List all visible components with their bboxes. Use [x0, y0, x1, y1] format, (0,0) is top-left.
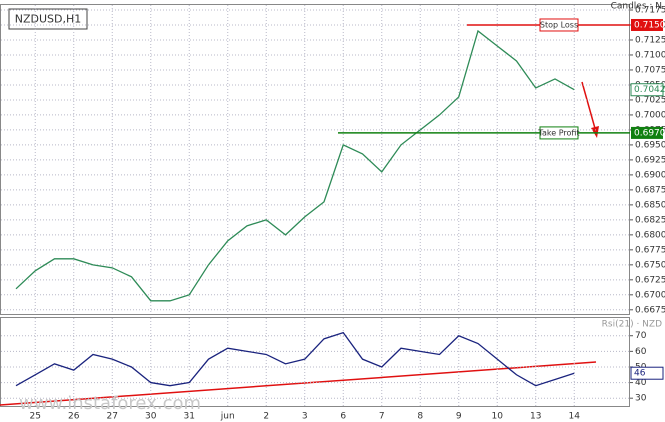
- level-name: Stop Loss: [540, 20, 578, 29]
- y-tick-label: 0.6775: [635, 245, 665, 255]
- x-tick-label: 14: [569, 412, 581, 422]
- level-tag: [539, 126, 579, 140]
- last-value-label: 0.7042: [634, 85, 665, 95]
- level-value-label: 0.6970: [634, 128, 665, 138]
- y-tick-label: 0.6950: [635, 140, 665, 150]
- x-tick-label: 25: [30, 412, 41, 422]
- x-tick-label: 30: [145, 412, 157, 422]
- y-tick-label: 60: [635, 347, 647, 357]
- y-tick-label: 0.6675: [635, 305, 665, 315]
- series-line: [15, 331, 575, 387]
- y-tick-label: 0.7100: [635, 50, 665, 60]
- last-value-box: [630, 83, 664, 97]
- y-tick-label: 0.7000: [635, 110, 665, 120]
- arrow-head: [591, 126, 599, 138]
- x-tick-label: 3: [302, 412, 308, 422]
- x-tick-label: 13: [530, 412, 541, 422]
- y-tick-label: 0.7125: [635, 35, 665, 45]
- x-tick-label: 26: [68, 412, 80, 422]
- x-tick-label: 6: [340, 412, 346, 422]
- y-tick-label: 0.6750: [635, 260, 665, 270]
- y-tick-label: 0.6725: [635, 275, 665, 285]
- y-tick-label: 0.6825: [635, 215, 665, 225]
- y-tick-label: 0.7175: [635, 5, 665, 15]
- x-tick-label: 10: [492, 412, 504, 422]
- level-value-label: 0.7150: [634, 20, 665, 30]
- rsi-title: Rsi(21) · NZD: [602, 320, 662, 330]
- y-tick-label: 0.6925: [635, 155, 665, 165]
- y-tick-label: 0.6900: [635, 170, 665, 180]
- rsi-panel: [0, 317, 630, 407]
- y-tick-label: 0.6800: [635, 230, 665, 240]
- x-tick-label: 9: [456, 412, 462, 422]
- x-tick-label: 31: [184, 412, 195, 422]
- x-tick-label: 2: [263, 412, 269, 422]
- y-tick-label: 0.7025: [635, 95, 665, 105]
- x-tick-label: jun: [220, 412, 235, 422]
- y-tick-label: 30: [635, 394, 647, 404]
- series-line: [15, 29, 575, 302]
- level-name: Take Profit: [537, 128, 579, 137]
- level-tag: [539, 18, 579, 32]
- trend-line: [0, 361, 597, 406]
- y-tick-label: 0.6850: [635, 200, 665, 210]
- x-tick-label: 27: [107, 412, 118, 422]
- chart-title: NZDUSD,H1: [15, 13, 82, 26]
- y-tick-label: 0.7075: [635, 65, 665, 75]
- chart-subtitle: Candles : N: [611, 2, 662, 12]
- last-value-box: [630, 366, 664, 380]
- y-tick-label: 70: [635, 331, 647, 341]
- price-panel: [0, 4, 630, 315]
- y-tick-label: 40: [635, 378, 647, 388]
- arrow: [581, 81, 597, 133]
- y-tick-label: 0.6875: [635, 185, 665, 195]
- last-value-label: 46: [634, 369, 646, 379]
- level-value-box: [631, 18, 663, 31]
- x-tick-label: 8: [417, 412, 423, 422]
- y-tick-label: 0.6700: [635, 290, 665, 300]
- title-box: [8, 8, 88, 30]
- x-tick-label: 7: [379, 412, 385, 422]
- level-value-box: [631, 126, 663, 139]
